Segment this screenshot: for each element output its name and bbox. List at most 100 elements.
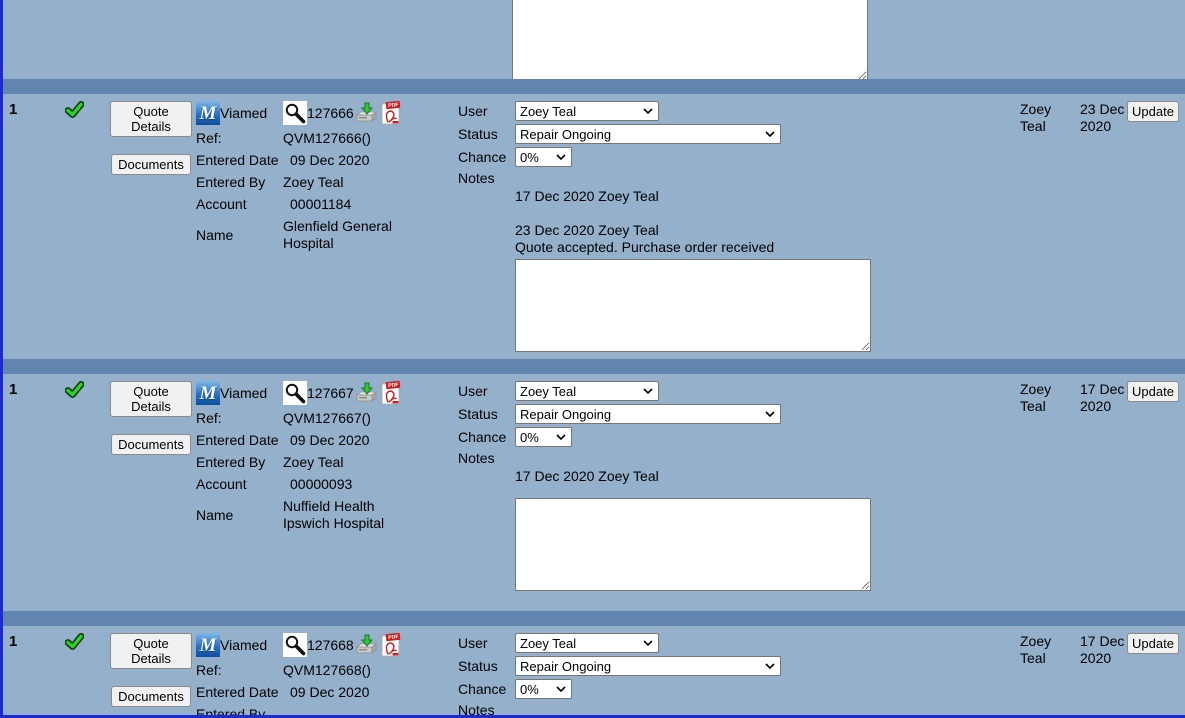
quote-details-button[interactable]: Quote Details	[110, 633, 192, 669]
status-check-cell	[61, 633, 106, 715]
status-select[interactable]: Repair Ongoing	[515, 656, 781, 676]
entered-date-value: 09 Dec 2020	[290, 432, 370, 448]
quote-number: 127667	[307, 384, 354, 401]
update-button[interactable]: Update	[1127, 633, 1179, 654]
pdf-icon[interactable]: PDF	[380, 381, 401, 405]
magnifier-icon[interactable]	[283, 381, 307, 405]
notes-label-row: Notes	[458, 702, 873, 718]
owner-name: Zoey Teal	[1020, 381, 1052, 414]
magnifier-icon[interactable]	[283, 101, 307, 125]
ref-label: Ref:	[196, 130, 222, 146]
quote-row: 1 Quote Details Documents M Viamed	[3, 374, 1185, 611]
documents-button[interactable]: Documents	[111, 686, 191, 707]
chevron-down-icon	[765, 663, 775, 669]
user-label: User	[458, 634, 488, 651]
quote-number-cell: 127667 PDF	[281, 381, 451, 405]
user-select[interactable]: Zoey Teal	[515, 381, 659, 401]
quote-number: 127668	[307, 636, 354, 653]
save-download-icon[interactable]	[355, 634, 378, 656]
status-row: Status Repair Ongoing	[458, 124, 873, 144]
status-section: User Zoey Teal Status Repair Ongoing Cha…	[458, 101, 873, 359]
quote-number-cell: 127666 PDF	[281, 101, 451, 125]
viamed-logo-icon: M	[196, 381, 220, 405]
spacer	[873, 381, 1020, 611]
chevron-down-icon	[765, 411, 775, 417]
partial-row	[3, 0, 1185, 79]
save-download-icon[interactable]	[355, 382, 378, 404]
save-download-icon[interactable]	[355, 102, 378, 124]
magnifier-icon[interactable]	[283, 633, 307, 657]
quote-number-cell: 127668 PDF	[281, 633, 451, 657]
status-select-value: Repair Ongoing	[520, 658, 612, 674]
last-updated-date: 23 Dec 2020	[1080, 101, 1125, 134]
row-actions: Quote Details Documents	[106, 633, 196, 715]
last-updated-date: 17 Dec 2020	[1080, 633, 1125, 666]
spacer	[873, 101, 1020, 359]
quote-details-button[interactable]: Quote Details	[110, 101, 192, 137]
update-cell: Update	[1127, 381, 1185, 611]
documents-button[interactable]: Documents	[111, 154, 191, 175]
owner-name: Zoey Teal	[1020, 101, 1052, 134]
company-row: M Viamed 127668	[196, 633, 458, 657]
name-row: Name Glenfield General Hospital	[196, 218, 458, 252]
account-label: Account	[196, 476, 247, 492]
documents-button[interactable]: Documents	[111, 434, 191, 455]
update-button[interactable]: Update	[1127, 381, 1179, 402]
notes-label: Notes	[458, 702, 495, 718]
entered-date-label: Entered Date	[196, 432, 279, 448]
row-actions: Quote Details Documents	[106, 101, 196, 359]
green-check-icon	[65, 381, 84, 398]
user-select-value: Zoey Teal	[520, 383, 577, 399]
pdf-icon[interactable]: PDF	[380, 101, 401, 125]
company-row: M Viamed 127667	[196, 381, 458, 405]
name-value: Glenfield General Hospital	[283, 218, 392, 251]
chevron-down-icon	[556, 686, 566, 692]
notes-textarea[interactable]	[512, 0, 868, 79]
company-cell: M Viamed	[196, 633, 281, 657]
user-select[interactable]: Zoey Teal	[515, 101, 659, 121]
row-separator	[3, 359, 1185, 374]
chance-label: Chance	[458, 148, 507, 165]
notes-textarea[interactable]	[515, 259, 871, 352]
quote-fields: M Viamed 127666	[196, 101, 458, 359]
entered-date-row: Entered Date 09 Dec 2020	[196, 152, 458, 169]
entered-by-row: Entered By	[196, 706, 458, 718]
svg-text:PDF: PDF	[388, 634, 399, 641]
ref-row: Ref: QVM127666()	[196, 130, 458, 147]
chance-select[interactable]: 0%	[515, 147, 572, 167]
row-separator	[3, 79, 1185, 94]
pdf-icon[interactable]: PDF	[380, 633, 401, 657]
chevron-down-icon	[556, 154, 566, 160]
chance-select[interactable]: 0%	[515, 679, 572, 699]
chance-select[interactable]: 0%	[515, 427, 572, 447]
chance-row: Chance 0%	[458, 679, 873, 699]
entered-date-value: 09 Dec 2020	[290, 684, 370, 700]
user-label: User	[458, 382, 488, 399]
entered-by-value: Zoey Teal	[283, 454, 344, 470]
ref-row: Ref: QVM127667()	[196, 410, 458, 427]
account-value: 00000093	[290, 476, 353, 492]
quote-row: 1 Quote Details Documents M Viamed	[3, 626, 1185, 718]
status-select[interactable]: Repair Ongoing	[515, 404, 781, 424]
account-value: 00001184	[290, 196, 352, 212]
user-row: User Zoey Teal	[458, 101, 873, 121]
chevron-down-icon	[643, 108, 653, 114]
quote-details-button[interactable]: Quote Details	[110, 381, 192, 417]
owner-name: Zoey Teal	[1020, 633, 1052, 666]
green-check-icon	[65, 633, 84, 650]
user-select[interactable]: Zoey Teal	[515, 633, 659, 653]
spacer	[873, 633, 1020, 715]
status-row: Status Repair Ongoing	[458, 656, 873, 676]
svg-text:PDF: PDF	[388, 382, 399, 389]
entered-by-row: Entered By Zoey Teal	[196, 174, 458, 191]
viamed-logo-icon: M	[196, 633, 220, 657]
row-number: 1	[9, 101, 18, 118]
notes-history: 17 Dec 2020 Zoey Teal 23 Dec 2020 Zoey T…	[515, 188, 775, 255]
chevron-down-icon	[643, 640, 653, 646]
chevron-down-icon	[556, 434, 566, 440]
notes-textarea[interactable]	[515, 498, 871, 591]
row-number: 1	[9, 633, 18, 650]
status-select[interactable]: Repair Ongoing	[515, 124, 781, 144]
entered-by-label: Entered By	[196, 706, 266, 718]
update-button[interactable]: Update	[1127, 101, 1179, 122]
